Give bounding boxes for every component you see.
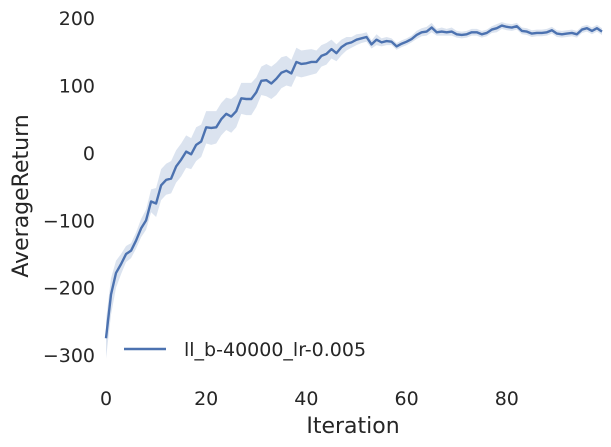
y-tick-label: 100 <box>59 76 95 98</box>
legend: ll_b-40000_lr-0.005 <box>124 339 366 361</box>
y-tick-label: −200 <box>43 278 95 300</box>
y-axis-label: AverageReturn <box>9 114 34 277</box>
x-axis-label: Iteration <box>306 414 399 439</box>
y-tick-label: −100 <box>43 210 95 232</box>
x-tick-label: 20 <box>194 388 218 410</box>
x-tick-label: 40 <box>294 388 318 410</box>
series-line <box>104 24 603 339</box>
legend-label: ll_b-40000_lr-0.005 <box>184 339 366 361</box>
y-tick-label: 0 <box>83 143 95 165</box>
y-tick-label: −300 <box>43 345 95 367</box>
confidence-band-layer <box>106 22 602 359</box>
series-line-layer <box>104 24 603 339</box>
y-tick-label: 200 <box>59 8 95 30</box>
x-tick-label: 60 <box>395 388 419 410</box>
x-tick-label: 0 <box>100 388 112 410</box>
y-tick-labels: −300 −200 −100 0 100 200 <box>43 8 95 367</box>
x-tick-labels: 0 20 40 60 80 <box>100 388 519 410</box>
x-tick-label: 80 <box>495 388 519 410</box>
confidence-band <box>106 22 602 359</box>
